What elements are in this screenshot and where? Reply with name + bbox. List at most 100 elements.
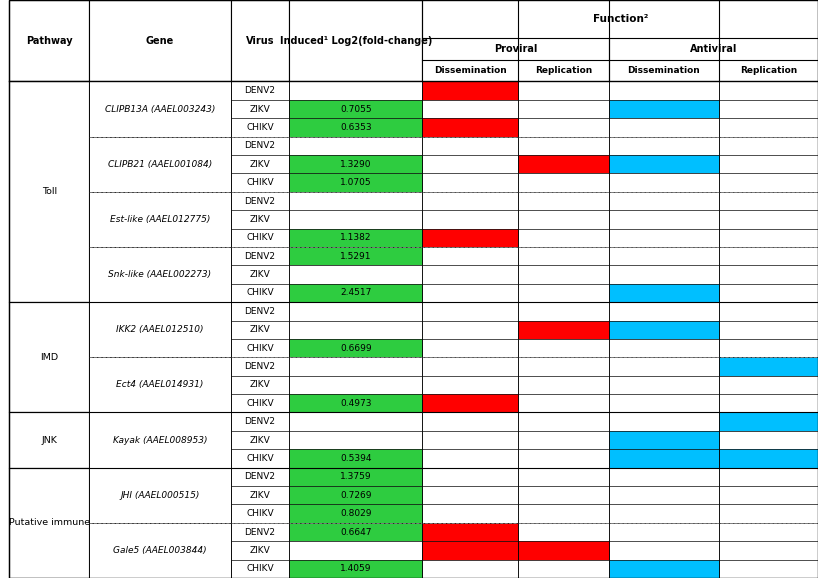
Bar: [518, 449, 609, 468]
Bar: [89, 468, 231, 523]
Bar: [89, 136, 231, 192]
Bar: [89, 413, 231, 431]
Bar: [89, 449, 231, 468]
Bar: [289, 486, 422, 505]
Bar: [289, 173, 422, 192]
Bar: [231, 394, 289, 413]
Text: 0.8029: 0.8029: [340, 509, 371, 518]
Bar: [422, 192, 518, 210]
Bar: [231, 505, 289, 523]
Bar: [89, 0, 231, 38]
Bar: [518, 523, 609, 541]
Bar: [609, 321, 718, 339]
Text: Pathway: Pathway: [26, 36, 73, 46]
Text: 0.5394: 0.5394: [340, 454, 371, 463]
Bar: [718, 486, 818, 505]
Bar: [231, 0, 289, 81]
Bar: [609, 60, 718, 81]
Bar: [422, 449, 518, 468]
Bar: [9, 449, 89, 468]
Bar: [89, 523, 231, 541]
Bar: [231, 431, 289, 449]
Bar: [9, 394, 89, 413]
Text: IKK2 (AAEL012510): IKK2 (AAEL012510): [116, 325, 204, 334]
Text: JHI (AAEL000515): JHI (AAEL000515): [120, 491, 200, 500]
Bar: [718, 247, 818, 265]
Bar: [609, 155, 718, 173]
Bar: [289, 505, 422, 523]
Bar: [231, 523, 289, 541]
Bar: [718, 229, 818, 247]
Bar: [89, 81, 231, 100]
Bar: [609, 394, 718, 413]
Bar: [289, 247, 422, 265]
Bar: [89, 247, 231, 302]
Bar: [422, 173, 518, 192]
Bar: [89, 486, 231, 505]
Bar: [422, 357, 518, 376]
Bar: [89, 81, 231, 136]
Bar: [289, 321, 422, 339]
Text: Function²: Function²: [592, 14, 648, 24]
Bar: [518, 284, 609, 302]
Text: 0.4973: 0.4973: [340, 399, 371, 408]
Bar: [718, 560, 818, 578]
Bar: [9, 339, 89, 357]
Bar: [422, 247, 518, 265]
Bar: [518, 265, 609, 284]
Bar: [9, 357, 89, 376]
Bar: [231, 468, 289, 486]
Bar: [422, 81, 518, 100]
Text: 1.5291: 1.5291: [340, 251, 371, 261]
Bar: [289, 81, 422, 100]
Bar: [231, 173, 289, 192]
Bar: [609, 284, 718, 302]
Text: Virus: Virus: [245, 36, 274, 46]
Text: Toll: Toll: [42, 187, 56, 197]
Bar: [9, 413, 89, 431]
Bar: [231, 265, 289, 284]
Bar: [89, 247, 231, 265]
Bar: [718, 302, 818, 321]
Text: Replication: Replication: [535, 66, 592, 75]
Bar: [231, 357, 289, 376]
Bar: [231, 192, 289, 210]
Bar: [289, 155, 422, 173]
Bar: [231, 136, 289, 155]
Bar: [89, 523, 231, 578]
Bar: [231, 413, 289, 431]
Bar: [289, 523, 422, 541]
Text: CHIKV: CHIKV: [246, 178, 274, 187]
Text: DENV2: DENV2: [245, 251, 276, 261]
Text: Kayak (AAEL008953): Kayak (AAEL008953): [113, 436, 207, 444]
Bar: [518, 541, 609, 560]
Bar: [422, 541, 518, 560]
Bar: [289, 431, 422, 449]
Text: ZIKV: ZIKV: [249, 160, 270, 169]
Bar: [518, 60, 609, 81]
Bar: [718, 155, 818, 173]
Bar: [231, 541, 289, 560]
Text: CHIKV: CHIKV: [246, 509, 274, 518]
Bar: [9, 523, 89, 541]
Bar: [422, 118, 518, 136]
Bar: [609, 284, 718, 302]
Bar: [289, 505, 422, 523]
Bar: [422, 155, 518, 173]
Bar: [718, 431, 818, 449]
Bar: [518, 100, 609, 118]
Bar: [422, 468, 518, 486]
Bar: [9, 81, 89, 100]
Bar: [518, 357, 609, 376]
Bar: [609, 468, 718, 486]
Bar: [289, 100, 422, 118]
Text: ZIKV: ZIKV: [249, 491, 270, 500]
Bar: [609, 136, 718, 155]
Bar: [718, 541, 818, 560]
Bar: [609, 247, 718, 265]
Bar: [289, 192, 422, 210]
Bar: [422, 210, 518, 229]
Bar: [609, 357, 718, 376]
Bar: [289, 486, 422, 505]
Bar: [422, 486, 518, 505]
